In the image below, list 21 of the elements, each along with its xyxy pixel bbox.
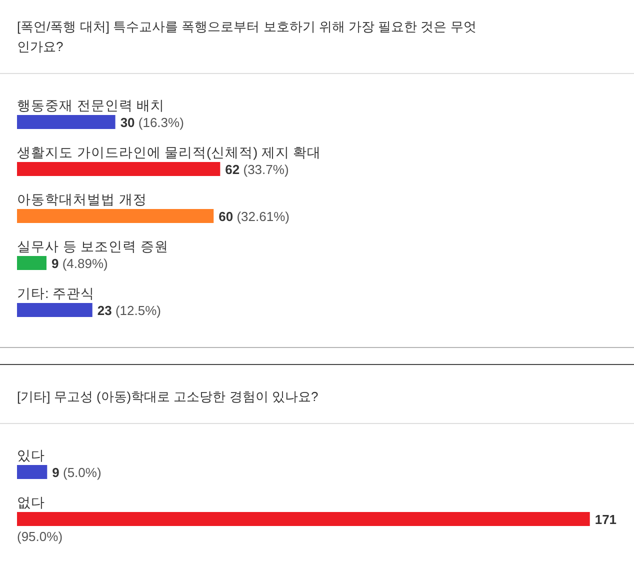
y-tick-label: 있다	[17, 448, 45, 463]
bar	[17, 256, 46, 270]
bar	[17, 162, 220, 176]
data-label: 9 (5.0%)	[52, 465, 102, 480]
y-tick-label: 실무사 등 보조인력 증원	[17, 239, 168, 254]
y-tick-label: 없다	[17, 495, 45, 510]
data-label: 62 (33.7%)	[225, 162, 289, 177]
data-label: 9 (4.89%)	[51, 256, 108, 271]
chart-title: [기타] 무고성 (아동)학대로 고소당한 경험이 있나요?	[17, 389, 318, 404]
bar	[17, 115, 116, 129]
y-tick-label: 아동학대처벌법 개정	[17, 192, 147, 207]
y-tick-label: 행동중재 전문인력 배치	[17, 98, 165, 113]
data-label: 30 (16.3%)	[120, 115, 184, 130]
data-label: 171 (95.0%)	[17, 512, 617, 544]
y-tick-label: 기타: 주관식	[17, 286, 95, 301]
data-label: 23 (12.5%)	[97, 303, 161, 318]
chart-title: [폭언/폭행 대처] 특수교사를 폭행으로부터 보호하기 위해 가장 필요한 것은 무엇인가요?	[17, 19, 476, 54]
data-label: 60 (32.61%)	[218, 209, 290, 224]
bar	[17, 209, 214, 223]
bar	[17, 303, 92, 317]
y-tick-label: 생활지도 가이드라인에 물리적(신체적) 제지 확대	[17, 145, 322, 160]
